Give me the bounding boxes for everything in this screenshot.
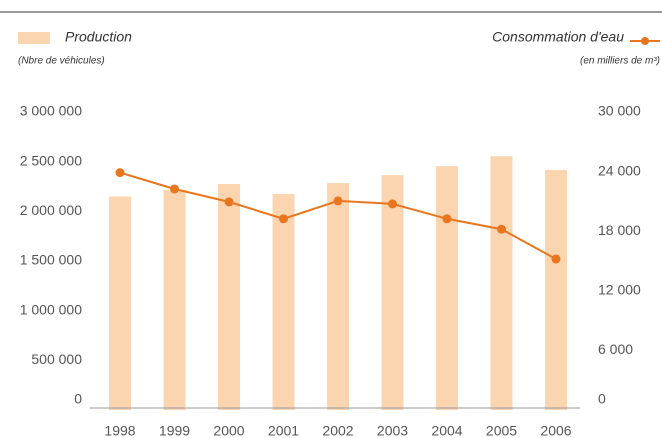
x-tick-label: 1999 bbox=[159, 423, 190, 438]
bar bbox=[381, 175, 404, 410]
bar bbox=[272, 193, 295, 410]
line-marker bbox=[551, 254, 561, 264]
y2-tick-label: 24 000 bbox=[598, 162, 641, 178]
y-tick-label: 1 000 000 bbox=[20, 301, 82, 317]
x-tick-label: 2004 bbox=[431, 423, 462, 438]
line-marker bbox=[333, 196, 343, 206]
line-marker bbox=[279, 214, 288, 224]
line-marker bbox=[442, 214, 452, 224]
x-tick-label: 2005 bbox=[486, 423, 517, 438]
y2-tick-label: 30 000 bbox=[598, 103, 641, 119]
line-marker bbox=[170, 184, 179, 194]
legend-marker bbox=[641, 37, 649, 45]
line-marker bbox=[224, 197, 234, 207]
y2-tick-label: 18 000 bbox=[598, 222, 641, 238]
x-tick-label: 2003 bbox=[377, 423, 408, 438]
y2-tick-label: 6 000 bbox=[598, 341, 633, 357]
legend-swatch bbox=[18, 32, 50, 44]
x-tick-label: 2002 bbox=[322, 423, 353, 438]
y-tick-label: 0 bbox=[74, 391, 82, 407]
bar bbox=[327, 183, 349, 410]
y-axis-label: (Nbre de véhicules) bbox=[18, 56, 105, 67]
line-marker bbox=[388, 199, 397, 209]
bar bbox=[109, 196, 131, 410]
bar bbox=[490, 156, 513, 410]
y-tick-label: 500 000 bbox=[31, 351, 82, 367]
line-marker bbox=[115, 168, 125, 178]
y2-tick-label: 0 bbox=[598, 391, 606, 407]
x-tick-label: 2006 bbox=[540, 423, 571, 438]
bar bbox=[218, 184, 240, 410]
bar bbox=[545, 170, 567, 410]
y-tick-label: 3 000 000 bbox=[20, 103, 82, 119]
y2-axis-label: (en milliers de m³) bbox=[580, 56, 660, 67]
x-tick-label: 2000 bbox=[213, 423, 244, 438]
x-tick-label: 1998 bbox=[104, 423, 135, 438]
legend-label: Production bbox=[65, 29, 132, 45]
bar bbox=[436, 166, 458, 410]
y-tick-label: 2 500 000 bbox=[20, 152, 82, 168]
y-tick-label: 2 000 000 bbox=[20, 202, 82, 218]
y2-tick-label: 12 000 bbox=[598, 282, 641, 298]
bar bbox=[163, 189, 186, 410]
legend-label: Consommation d'eau bbox=[492, 29, 624, 45]
line-marker bbox=[497, 224, 506, 234]
x-tick-label: 2001 bbox=[268, 423, 299, 438]
y-tick-label: 1 500 000 bbox=[20, 252, 82, 268]
